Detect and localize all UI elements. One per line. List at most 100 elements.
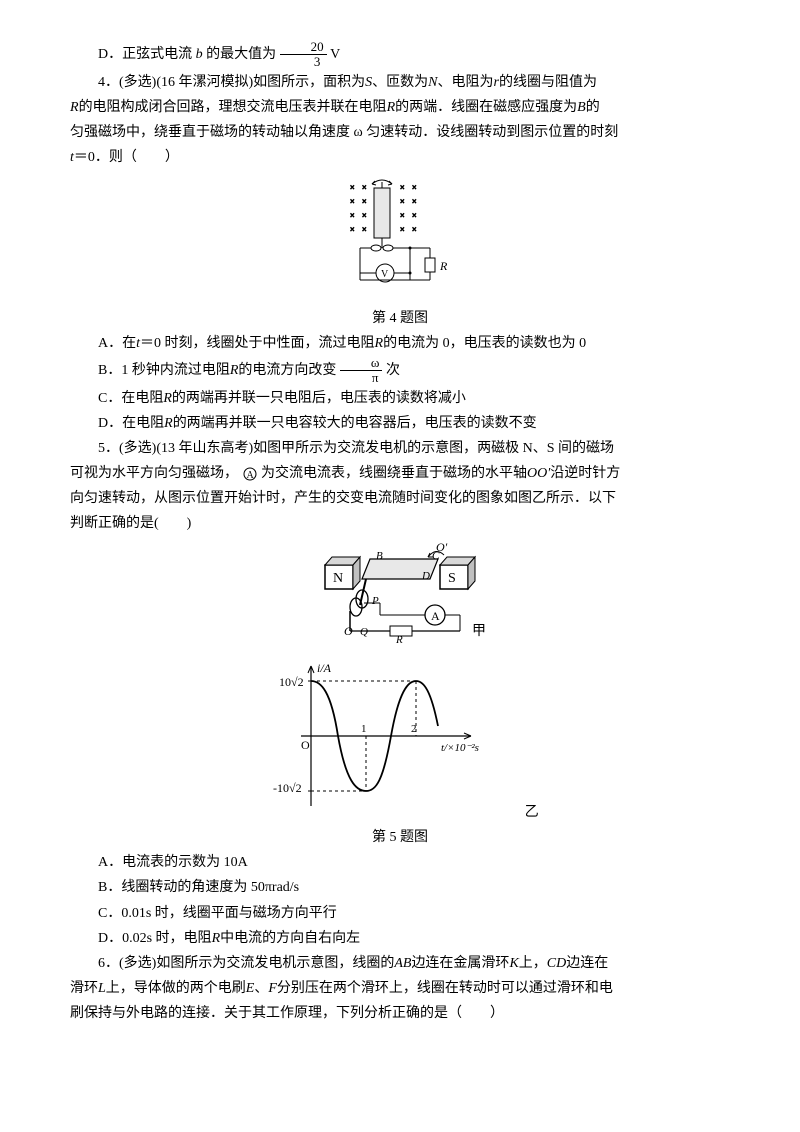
q5-stem-line4: 判断正确的是( ) xyxy=(70,511,730,536)
svg-text:×: × xyxy=(412,197,417,206)
q5-figure-bottom: i/A t/×10⁻²s 10√2 -10√2 O 1 2 乙 xyxy=(70,656,730,825)
q3d-prefix: D．正弦式电流 xyxy=(98,47,192,62)
svg-text:×: × xyxy=(350,211,355,220)
q5-l1: 5．(多选)(13 年山东高考)如图甲所示为交流发电机的示意图，两磁极 N、S … xyxy=(98,441,614,456)
q4-text2: 、匝数为 xyxy=(372,75,428,90)
q5-stem-line3: 向匀速转动，从图示位置开始计时，产生的交变电流随时间变化的图象如图乙所示．以下 xyxy=(70,486,730,511)
q4b-num: ω xyxy=(340,356,383,371)
svg-text:D: D xyxy=(421,570,430,582)
q4b-fraction: ω π xyxy=(340,356,383,386)
q4-caption: 第 4 题图 xyxy=(70,306,730,331)
q5-figure-top: N S B C D O′ P O Q R A xyxy=(70,537,730,656)
svg-text:×: × xyxy=(362,183,367,192)
svg-text:×: × xyxy=(362,225,367,234)
q4-option-c: C．在电阻R的两端再并联一只电阻后，电压表的读数将减小 xyxy=(70,386,730,411)
svg-text:×: × xyxy=(350,183,355,192)
q6-F: F xyxy=(268,981,277,996)
svg-text:×: × xyxy=(400,225,405,234)
q5-stem-line1: 5．(多选)(13 年山东高考)如图甲所示为交流发电机的示意图，两磁极 N、S … xyxy=(70,436,730,461)
q4b-1: B．1 秒钟内流过电阻 xyxy=(98,363,230,378)
svg-text:×: × xyxy=(362,197,367,206)
q5-sine-svg: i/A t/×10⁻²s 10√2 -10√2 O 1 2 xyxy=(261,656,491,816)
q4d-R: R xyxy=(164,416,173,431)
q6-stem-line3: 刷保持与外电路的连接．关于其工作原理，下列分析正确的是（ ） xyxy=(70,1001,730,1026)
q4a-2: ＝0 时刻，线圈处于中性面，流过电阻 xyxy=(140,336,375,351)
svg-text:N: N xyxy=(333,571,343,586)
q4-N: N xyxy=(428,75,437,90)
svg-text:×: × xyxy=(350,197,355,206)
q5-yi-label: 乙 xyxy=(525,800,539,825)
q4-l2-3: 的 xyxy=(586,100,600,115)
svg-text:×: × xyxy=(400,183,405,192)
q5-l2-mid: 为交流电流表，线圈绕垂直于磁场的水平轴 xyxy=(261,466,527,481)
q5-stem-line2: 可视为水平方向匀强磁场， A 为交流电流表，线圈绕垂直于磁场的水平轴OO′沿逆时… xyxy=(70,461,730,486)
svg-text:A: A xyxy=(431,609,440,623)
q4b-3: 次 xyxy=(386,363,400,378)
q6-CD: CD xyxy=(547,956,566,971)
svg-text:S: S xyxy=(448,571,456,586)
svg-text:B: B xyxy=(376,550,383,562)
q4-l2-2: 的两端．线圈在磁感应强度为 xyxy=(395,100,577,115)
svg-text:1: 1 xyxy=(361,723,367,735)
q4c-R: R xyxy=(163,391,172,406)
svg-text:甲: 甲 xyxy=(472,624,486,639)
q5-l3: 向匀速转动，从图示位置开始计时，产生的交变电流随时间变化的图象如图乙所示．以下 xyxy=(70,491,616,506)
q4a-3: 的电流为 0，电压表的读数也为 0 xyxy=(383,336,586,351)
q4a-R: R xyxy=(375,336,384,351)
q4-R2: R xyxy=(387,100,396,115)
q3d-frac-num: 20 xyxy=(280,40,327,55)
q4d-1: D．在电阻 xyxy=(98,416,164,431)
q5-l4: 判断正确的是( ) xyxy=(70,516,191,531)
q3d-fraction: 20 3 xyxy=(280,40,327,70)
svg-text:×: × xyxy=(412,211,417,220)
q6-stem-line1: 6．(多选)如图所示为交流发电机示意图，线圈的AB边连在金属滑环K上，CD边连在 xyxy=(70,951,730,976)
q6-l3: 刷保持与外电路的连接．关于其工作原理，下列分析正确的是（ ） xyxy=(70,1006,504,1021)
q3d-frac-den: 3 xyxy=(280,55,327,69)
svg-text:×: × xyxy=(412,225,417,234)
svg-text:×: × xyxy=(400,197,405,206)
svg-text:×: × xyxy=(400,211,405,220)
q4-R: R xyxy=(70,100,79,115)
q4c-2: 的两端再并联一只电阻后，电压表的读数将减小 xyxy=(172,391,466,406)
svg-text:10√2: 10√2 xyxy=(279,675,304,689)
q5-option-d: D．0.02s 时，电阻R中电流的方向自右向左 xyxy=(70,926,730,951)
q4-stem-line3: 匀强磁场中，绕垂直于磁场的转动轴以角速度 ω 匀速转动．设线圈转动到图示位置的时… xyxy=(70,120,730,145)
q4-figure: ×× ×× ×× ×× ×× ×× ×× ×× R xyxy=(70,178,730,297)
svg-text:×: × xyxy=(412,183,417,192)
q5-option-c: C．0.01s 时，线圈平面与磁场方向平行 xyxy=(70,901,730,926)
q4-figure-svg: ×× ×× ×× ×× ×× ×× ×× ×× R xyxy=(330,178,470,288)
svg-text:i/A: i/A xyxy=(317,661,332,675)
q6-l2-1: 滑环 xyxy=(70,981,98,996)
q6-K: K xyxy=(509,956,518,971)
q6-l2-3: 、 xyxy=(254,981,268,996)
q4-option-a: A．在t＝0 时刻，线圈处于中性面，流过电阻R的电流为 0，电压表的读数也为 0 xyxy=(70,331,730,356)
q5-l2-pre: 可视为水平方向匀强磁场， xyxy=(70,466,238,481)
q5-caption: 第 5 题图 xyxy=(70,825,730,850)
q4-option-b: B．1 秒钟内流过电阻R的电流方向改变 ω π 次 xyxy=(70,356,730,386)
q4-l3: 匀强磁场中，绕垂直于磁场的转动轴以角速度 ω 匀速转动．设线圈转动到图示位置的时… xyxy=(70,125,618,140)
q4-B: B xyxy=(577,100,586,115)
q3d-var-b: b xyxy=(196,47,203,62)
q5-generator-svg: N S B C D O′ P O Q R A xyxy=(300,537,500,647)
svg-text:t/×10⁻²s: t/×10⁻²s xyxy=(441,742,479,754)
svg-text:P: P xyxy=(371,595,379,607)
q6-l1-4: 边连在 xyxy=(566,956,608,971)
svg-text:-10√2: -10√2 xyxy=(273,781,302,795)
svg-text:O: O xyxy=(301,738,310,752)
q4-l4-1: ＝0．则（ ） xyxy=(74,150,179,165)
q4-text4: 的线圈与阻值为 xyxy=(499,75,597,90)
q5d-2: 中电流的方向自右向左 xyxy=(220,931,360,946)
q3d-mid: 的最大值为 xyxy=(206,47,276,62)
q4c-1: C．在电阻 xyxy=(98,391,163,406)
q4-l2-1: 的电阻构成闭合回路，理想交流电压表并联在电阻 xyxy=(79,100,387,115)
svg-text:A: A xyxy=(246,470,254,481)
q4-text: 4．(多选)(16 年漯河模拟)如图所示，面积为 xyxy=(98,75,365,90)
q4b-2: 的电流方向改变 xyxy=(238,363,336,378)
q3d-suffix: V xyxy=(330,47,340,62)
q6-stem-line2: 滑环L上，导体做的两个电刷E、F分别压在两个滑环上，线圈在转动时可以通过滑环和电 xyxy=(70,976,730,1001)
q5-option-a: A．电流表的示数为 10A xyxy=(70,850,730,875)
q3-option-d: D．正弦式电流 b 的最大值为 20 3 V xyxy=(70,40,730,70)
svg-text:Q: Q xyxy=(360,626,368,638)
q6-l1-2: 边连在金属滑环 xyxy=(411,956,509,971)
q5d-R: R xyxy=(212,931,221,946)
